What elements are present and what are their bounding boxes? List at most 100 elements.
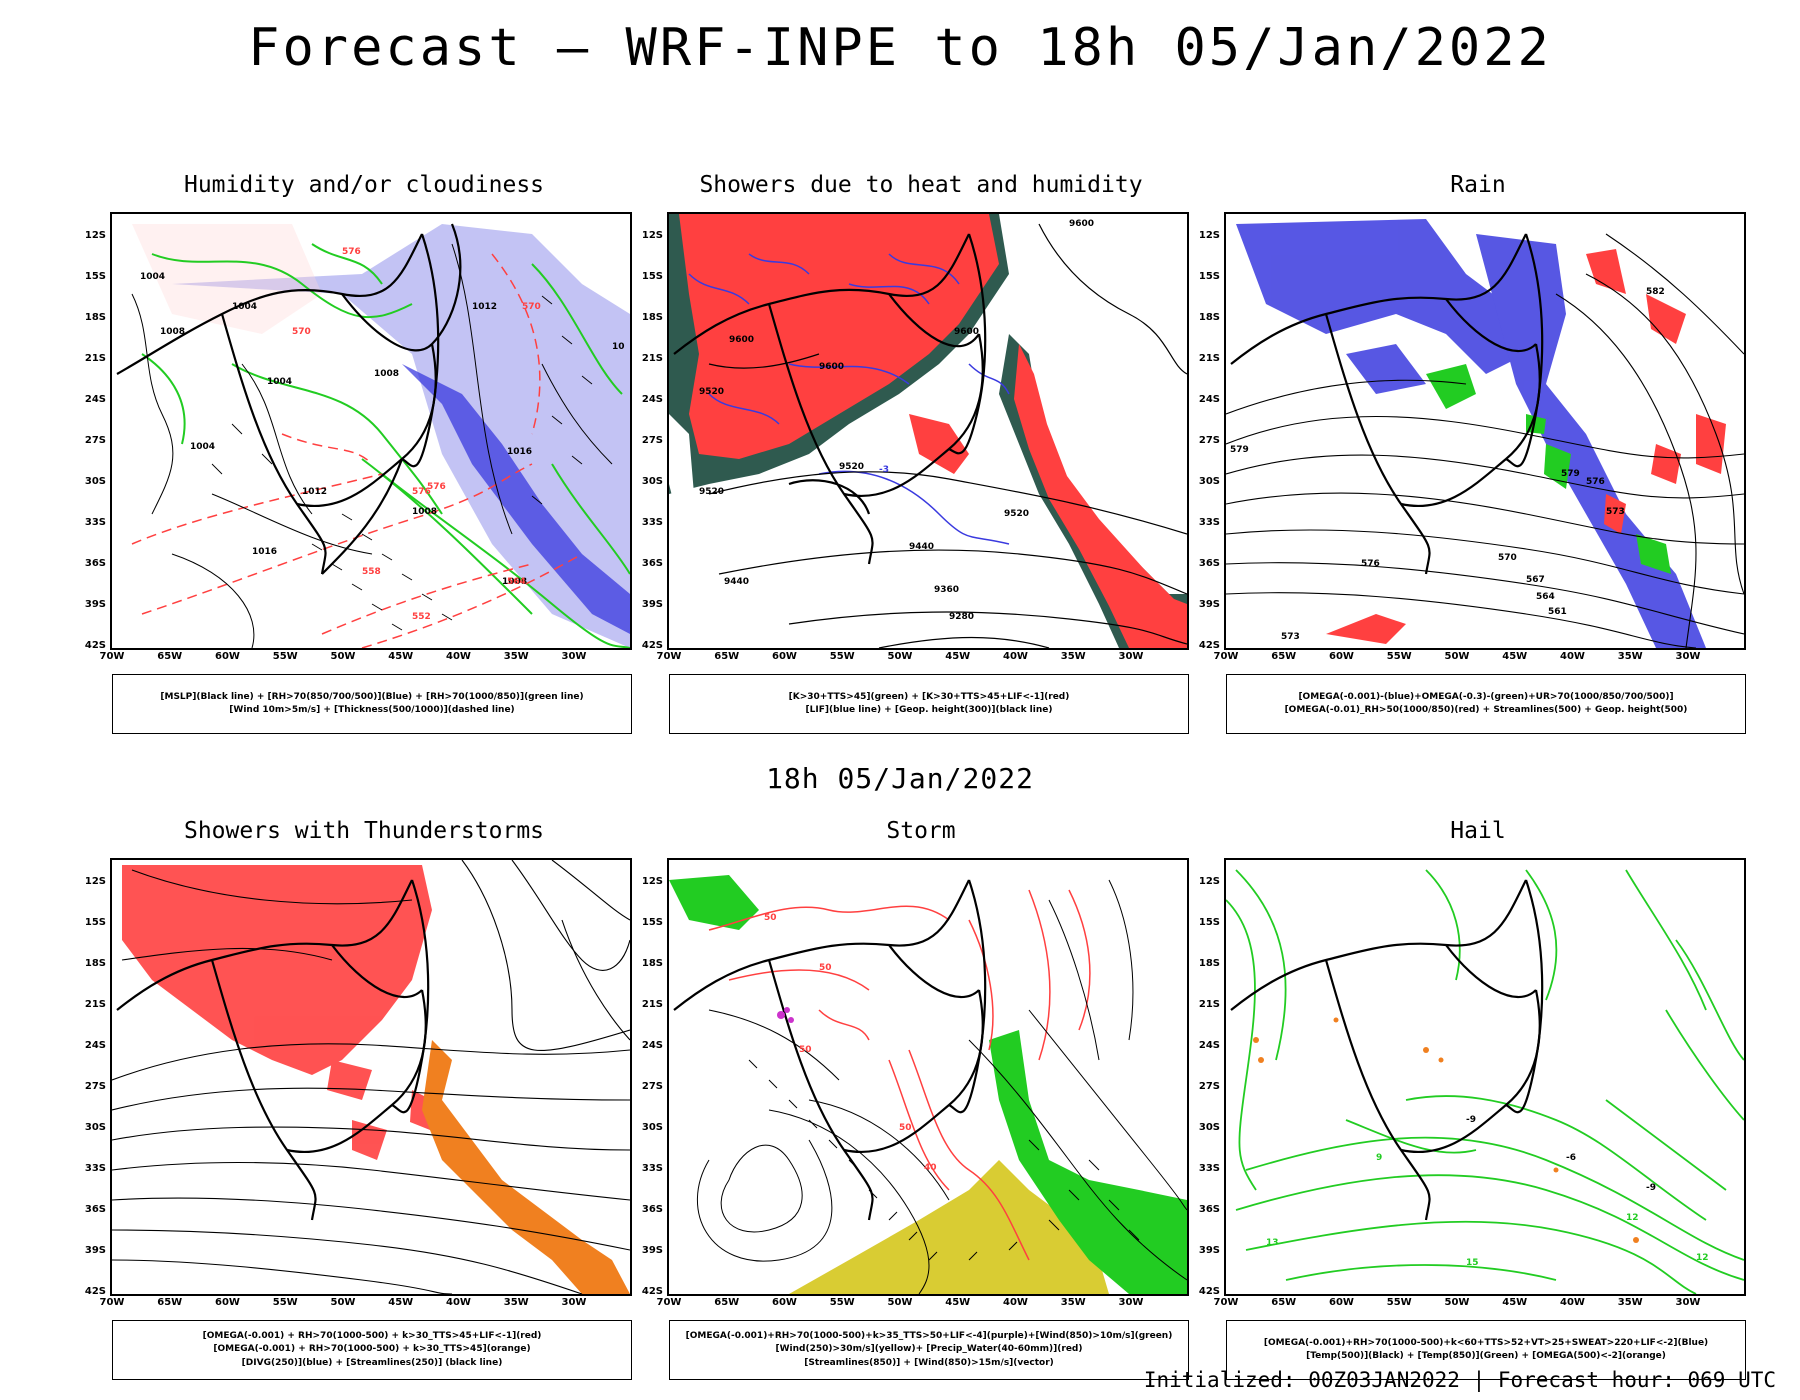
panel-humidity: Humidity and/or cloudiness (84, 172, 644, 752)
lat-tick-label: 39S (84, 1245, 106, 1256)
lat-tick-label: 21S (641, 999, 663, 1010)
contour-label: 9440 (909, 542, 934, 552)
map-showers: 9600 9600 9600 9600 9520 9520 9520 9440 … (667, 212, 1189, 650)
lat-tick-label: 30S (641, 476, 663, 487)
contour-label: 1008 (160, 327, 185, 337)
panel-title: Showers with Thunderstorms (183, 818, 545, 844)
lon-tick-label: 55W (272, 651, 298, 662)
contour-label: 579 (1230, 445, 1249, 455)
contour-label: 50 (799, 1045, 812, 1055)
panel-title: Rain (1450, 172, 1506, 198)
lon-tick-label: 65W (157, 651, 183, 662)
lon-tick-label: 60W (215, 651, 240, 662)
mid-title: 18h 05/Jan/2022 (766, 762, 1034, 795)
lat-tick-label: 15S (641, 917, 663, 928)
lon-tick-label: 35W (1060, 1297, 1086, 1308)
contour-label: 1004 (267, 377, 292, 387)
contour-label: 582 (1646, 287, 1665, 297)
lon-tick-label: 50W (887, 651, 913, 662)
lat-tick-label: 30S (1198, 1122, 1220, 1133)
contour-label: 576 (342, 247, 361, 257)
lat-tick-label: 33S (84, 517, 106, 528)
lon-tick-label: 50W (887, 1297, 913, 1308)
contour-label: 1008 (502, 577, 527, 587)
contour-label: 40 (924, 1163, 937, 1173)
contour-label: 15 (1466, 1258, 1479, 1268)
contour-label: 9600 (819, 362, 844, 372)
lon-tick-label: 35W (1060, 651, 1086, 662)
lat-tick-label: 33S (641, 517, 663, 528)
panel-rain: Rain (1198, 172, 1758, 752)
contour-label: 9440 (724, 577, 749, 587)
map-thunder-svg (112, 860, 630, 1294)
lat-tick-label: 12S (1198, 230, 1220, 241)
lon-tick-label: 40W (446, 1297, 471, 1308)
lon-tick-label: 60W (215, 1297, 240, 1308)
lat-tick-label: 21S (84, 353, 106, 364)
contour-label: 9600 (1069, 219, 1094, 229)
contour-label: 570 (1498, 553, 1517, 563)
lon-tick-label: 45W (1502, 651, 1528, 662)
contour-label: 558 (362, 567, 381, 577)
panel-title: Hail (1450, 818, 1506, 844)
lat-tick-label: 33S (1198, 1163, 1220, 1174)
lon-tick-label: 65W (714, 1297, 740, 1308)
panel-title: Humidity and/or cloudiness (183, 172, 545, 198)
legend-line: [OMEGA(-0.001) + RH>70(1000-500) + k>30_… (213, 1344, 531, 1355)
legend-showers: [K>30+TTS>45](green) + [K>30+TTS>45+LIF<… (669, 674, 1189, 734)
map-storm: 50 50 50 40 50 (667, 858, 1189, 1296)
legend-line: [OMEGA(-0.001)-(blue)+OMEGA(-0.3)-(green… (1298, 691, 1674, 702)
lon-tick-label: 30W (1118, 1297, 1144, 1308)
lat-tick-label: 12S (84, 876, 106, 887)
contour-label: 12 (1626, 1213, 1639, 1223)
lat-tick-label: 39S (641, 1245, 663, 1256)
main-title: Forecast — WRF-INPE to 18h 05/Jan/2022 (248, 18, 1552, 78)
lon-tick-label: 70W (656, 651, 682, 662)
panel-showers: Showers due to heat and humidity (641, 172, 1201, 752)
lon-tick-label: 35W (1617, 1297, 1643, 1308)
lat-tick-label: 15S (84, 917, 106, 928)
lon-tick-label: 60W (772, 651, 797, 662)
contour-label: 564 (507, 577, 526, 587)
legend-line: [Wind(250)>30m/s](yellow)+ [Precip_Water… (775, 1344, 1083, 1355)
legend-line: [MSLP](Black line) + [RH>70(850/700/500)… (160, 691, 584, 702)
contour-label: 9360 (934, 585, 959, 595)
legend-humidity: [MSLP](Black line) + [RH>70(850/700/500)… (112, 674, 632, 734)
contour-label: 576 (412, 487, 431, 497)
legend-line: [OMEGA(-0.01)_RH>50(1000/850)(red) + Str… (1284, 705, 1688, 715)
lat-tick-label: 39S (1198, 1245, 1220, 1256)
lat-tick-label: 18S (84, 312, 106, 323)
legend-line: [K>30+TTS>45](green) + [K>30+TTS>45+LIF<… (788, 691, 1070, 702)
legend-line: [Streamlines(850)] + [Wind(850)>15m/s](v… (804, 1357, 1054, 1368)
lat-tick-label: 30S (1198, 476, 1220, 487)
panel-thunder: Showers with Thunderstorms (84, 818, 644, 1398)
lat-tick-label: 18S (84, 958, 106, 969)
lat-tick-label: 21S (84, 999, 106, 1010)
lon-tick-label: 40W (1003, 651, 1028, 662)
lat-tick-label: 12S (641, 876, 663, 887)
lon-tick-label: 55W (829, 651, 855, 662)
contour-label: 9520 (839, 462, 864, 472)
lat-tick-label: 36S (84, 558, 106, 569)
contour-label: 564 (1536, 592, 1555, 602)
contour-label: 9520 (699, 487, 724, 497)
legend-rain: [OMEGA(-0.001)-(blue)+OMEGA(-0.3)-(green… (1226, 674, 1746, 734)
map-rain-svg: 582 579 576 573 570 567 564 561 576 579 … (1226, 219, 1744, 648)
lat-tick-label: 33S (84, 1163, 106, 1174)
lon-tick-label: 55W (272, 1297, 298, 1308)
lat-tick-label: 18S (1198, 312, 1220, 323)
contour-label: 9280 (949, 612, 974, 622)
contour-label: 9 (1376, 1153, 1382, 1163)
contour-label: 1016 (507, 447, 532, 457)
lat-tick-label: 27S (1198, 435, 1220, 446)
lon-tick-label: 65W (1271, 1297, 1297, 1308)
lon-tick-label: 45W (388, 1297, 414, 1308)
lat-tick-label: 24S (1198, 394, 1220, 405)
lat-tick-label: 24S (641, 1040, 663, 1051)
panel-title: Showers due to heat and humidity (699, 172, 1143, 198)
lon-tick-label: 45W (945, 1297, 971, 1308)
lon-tick-label: 65W (157, 1297, 183, 1308)
lon-tick-label: 65W (1271, 651, 1297, 662)
contour-label: 579 (1561, 469, 1580, 479)
contour-label: 50 (819, 963, 832, 973)
